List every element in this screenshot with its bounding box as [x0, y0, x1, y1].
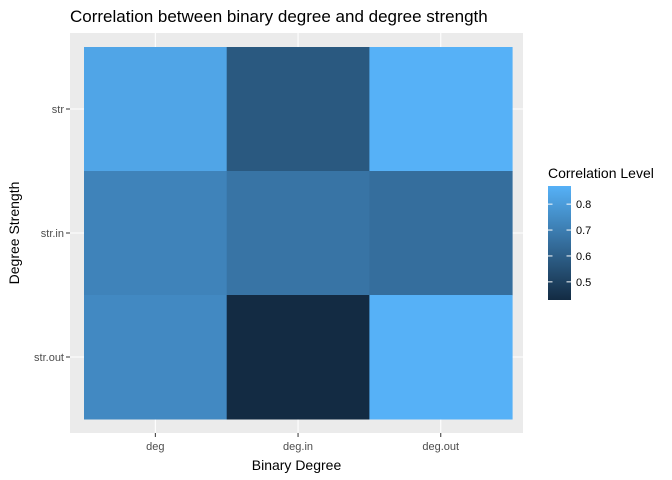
y-axis-title: Degree Strength	[6, 182, 22, 285]
heatmap-cell-deg-str	[84, 47, 228, 172]
x-axis-title: Binary Degree	[252, 457, 342, 473]
legend-tick-label: 0.8	[576, 199, 591, 211]
heatmap-cell-deg-str.out	[84, 295, 228, 420]
legend-tick-label: 0.6	[576, 251, 591, 263]
legend-tick-label: 0.7	[576, 225, 591, 237]
x-tick-label: deg.out	[422, 441, 459, 453]
y-tick-label: str.in	[41, 228, 64, 240]
color-legend: Correlation Level 0.5 0.6 0.7 0.8	[548, 165, 654, 300]
legend-tick-label: 0.5	[576, 277, 591, 289]
heatmap-cell-deg.in-str	[226, 47, 370, 172]
x-tick-label: deg.in	[283, 441, 313, 453]
heatmap-cell-deg.in-str.in	[226, 171, 370, 296]
heatmap-cells	[84, 47, 513, 420]
y-tick-label: str	[52, 104, 65, 116]
heatmap-cell-deg.in-str.out	[226, 295, 370, 420]
heatmap-cell-deg-str.in	[84, 171, 228, 296]
y-axis-ticks: str str.in str.out	[34, 104, 70, 364]
legend-title: Correlation Level	[548, 165, 654, 181]
chart-title: Correlation between binary degree and de…	[70, 7, 488, 26]
x-axis-ticks: deg deg.in deg.out	[146, 433, 459, 453]
legend-ticks: 0.5 0.6 0.7 0.8	[548, 199, 591, 289]
heatmap-cell-deg.out-str.in	[369, 171, 513, 296]
y-tick-label: str.out	[34, 352, 64, 364]
legend-colorbar	[548, 186, 571, 300]
heatmap-cell-deg.out-str	[369, 47, 513, 172]
heatmap-cell-deg.out-str.out	[369, 295, 513, 420]
x-tick-label: deg	[146, 441, 164, 453]
